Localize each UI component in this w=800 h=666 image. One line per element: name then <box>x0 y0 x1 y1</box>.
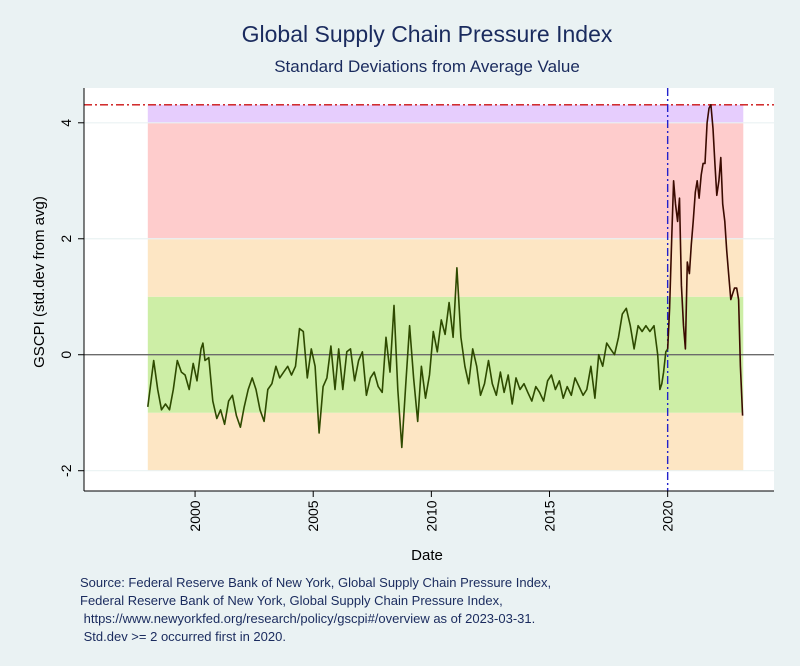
x-tick-label: 2015 <box>542 500 558 531</box>
series-line-after-2020 <box>666 104 744 416</box>
chart-title: Global Supply Chain Pressure Index <box>242 21 613 47</box>
series-line <box>147 104 744 449</box>
reference-lines <box>84 88 774 491</box>
axes: -2 0 2 4 2000 2005 2010 2015 2020 <box>58 88 774 532</box>
x-axis-title: Date <box>411 547 443 564</box>
x-tick-label: 2010 <box>423 500 439 531</box>
y-tick-label: 0 <box>58 351 74 359</box>
band-2 <box>147 238 744 297</box>
x-tick-label: 2020 <box>660 500 676 531</box>
band-3 <box>147 122 744 239</box>
source-note-line-1: Source: Federal Reserve Bank of New York… <box>80 575 551 590</box>
y-tick-label: 2 <box>58 235 74 243</box>
grid-lines <box>84 122 774 472</box>
band-4 <box>147 104 744 123</box>
y-tick-label: -2 <box>58 464 74 477</box>
source-note-line-3: https://www.newyorkfed.org/research/poli… <box>80 611 535 626</box>
y-tick-label: 4 <box>58 119 74 127</box>
x-tick-label: 2000 <box>187 500 203 531</box>
y-axis-title: GSCPI (std.dev from avg) <box>31 196 48 368</box>
source-note-line-4: Std.dev >= 2 occurred first in 2020. <box>80 629 286 644</box>
chart-subtitle: Standard Deviations from Average Value <box>274 57 580 76</box>
series-line-before-2020 <box>147 266 669 449</box>
source-note-line-2: Federal Reserve Bank of New York, Global… <box>80 593 503 608</box>
severity-bands <box>147 104 744 471</box>
band-0 <box>147 412 744 471</box>
x-tick-label: 2005 <box>305 500 321 531</box>
